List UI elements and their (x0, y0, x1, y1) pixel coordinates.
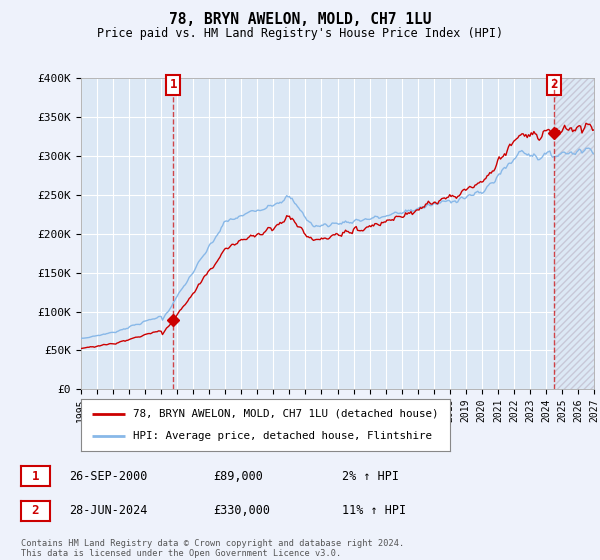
Text: 2: 2 (550, 78, 557, 91)
Text: £330,000: £330,000 (213, 504, 270, 517)
Text: 1: 1 (169, 78, 177, 91)
Bar (554, 78, 594, 389)
Text: 28-JUN-2024: 28-JUN-2024 (69, 504, 148, 517)
Text: 78, BRYN AWELON, MOLD, CH7 1LU (detached house): 78, BRYN AWELON, MOLD, CH7 1LU (detached… (133, 409, 438, 419)
Text: 26-SEP-2000: 26-SEP-2000 (69, 469, 148, 483)
Text: Contains HM Land Registry data © Crown copyright and database right 2024.
This d: Contains HM Land Registry data © Crown c… (21, 539, 404, 558)
Text: 2% ↑ HPI: 2% ↑ HPI (342, 469, 399, 483)
Text: 1: 1 (32, 469, 39, 483)
Text: Price paid vs. HM Land Registry's House Price Index (HPI): Price paid vs. HM Land Registry's House … (97, 27, 503, 40)
Text: 2: 2 (32, 504, 39, 517)
Text: £89,000: £89,000 (213, 469, 263, 483)
Text: 78, BRYN AWELON, MOLD, CH7 1LU: 78, BRYN AWELON, MOLD, CH7 1LU (169, 12, 431, 27)
Text: HPI: Average price, detached house, Flintshire: HPI: Average price, detached house, Flin… (133, 431, 431, 441)
Text: 11% ↑ HPI: 11% ↑ HPI (342, 504, 406, 517)
